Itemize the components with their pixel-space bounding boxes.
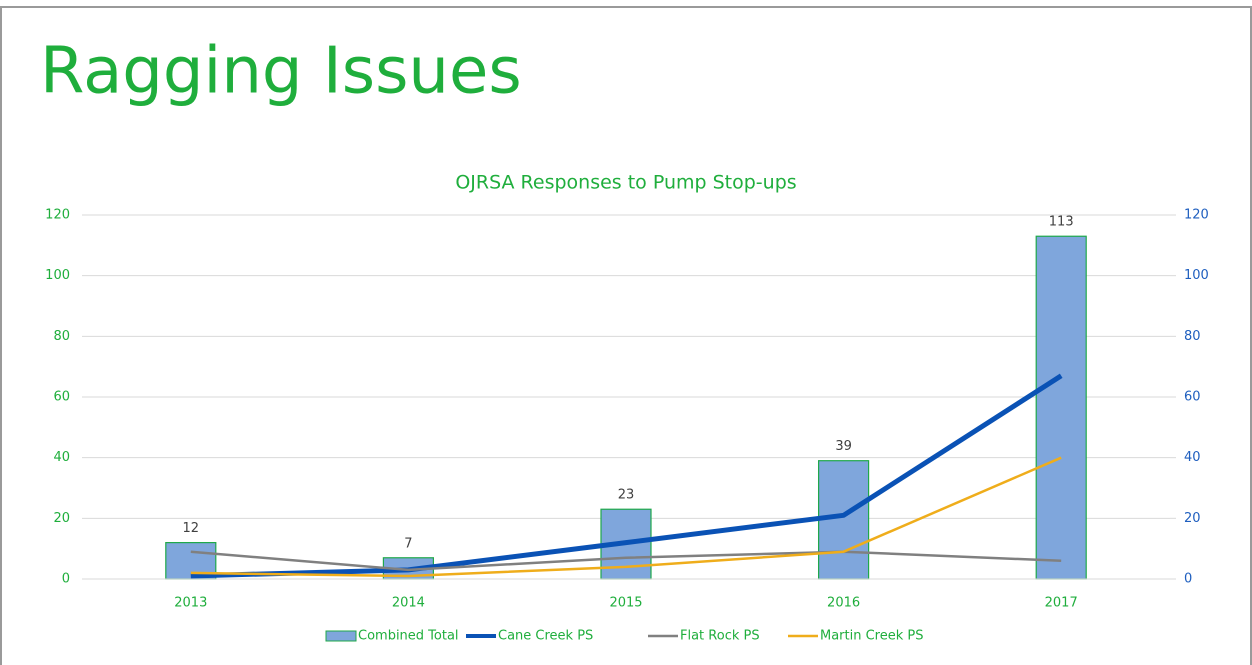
x-tick-label: 2015 [609,596,642,611]
y-tick-label: 80 [53,329,70,344]
y-tick-label: 60 [53,390,70,405]
bar [1035,235,1087,580]
y-tick-label: 20 [53,511,70,526]
x-tick-label: 2014 [392,596,425,611]
y-tick-label: 0 [62,572,70,587]
slide-title: Ragging Issues [40,35,522,109]
data-label: 39 [835,439,852,454]
y2-tick-label: 20 [1184,511,1201,526]
y2-tick-label: 100 [1184,268,1209,283]
legend-label: Combined Total [358,629,459,644]
legend-label: Martin Creek PS [820,629,924,644]
line [190,456,1062,578]
x-tick-label: 2017 [1045,596,1078,611]
line [190,550,1062,572]
y2-tick-label: 120 [1184,208,1209,223]
legend-label: Flat Rock PS [680,629,760,644]
line [190,373,1063,579]
slide-frame [0,6,1252,665]
data-label: 113 [1049,215,1074,230]
x-tick-label: 2013 [174,596,207,611]
data-label: 12 [183,521,200,536]
legend-label: Cane Creek PS [498,629,593,644]
y2-tick-label: 60 [1184,390,1201,405]
y-tick-label: 120 [45,208,70,223]
y-tick-label: 40 [53,450,70,465]
y2-tick-label: 80 [1184,329,1201,344]
chart-title: OJRSA Responses to Pump Stop-ups [455,172,796,194]
y2-tick-label: 0 [1184,572,1192,587]
y2-tick-label: 40 [1184,450,1201,465]
y-tick-label: 100 [45,268,70,283]
x-tick-label: 2016 [827,596,860,611]
legend-swatch [325,630,357,642]
data-label: 23 [618,488,635,503]
data-label: 7 [404,536,412,551]
